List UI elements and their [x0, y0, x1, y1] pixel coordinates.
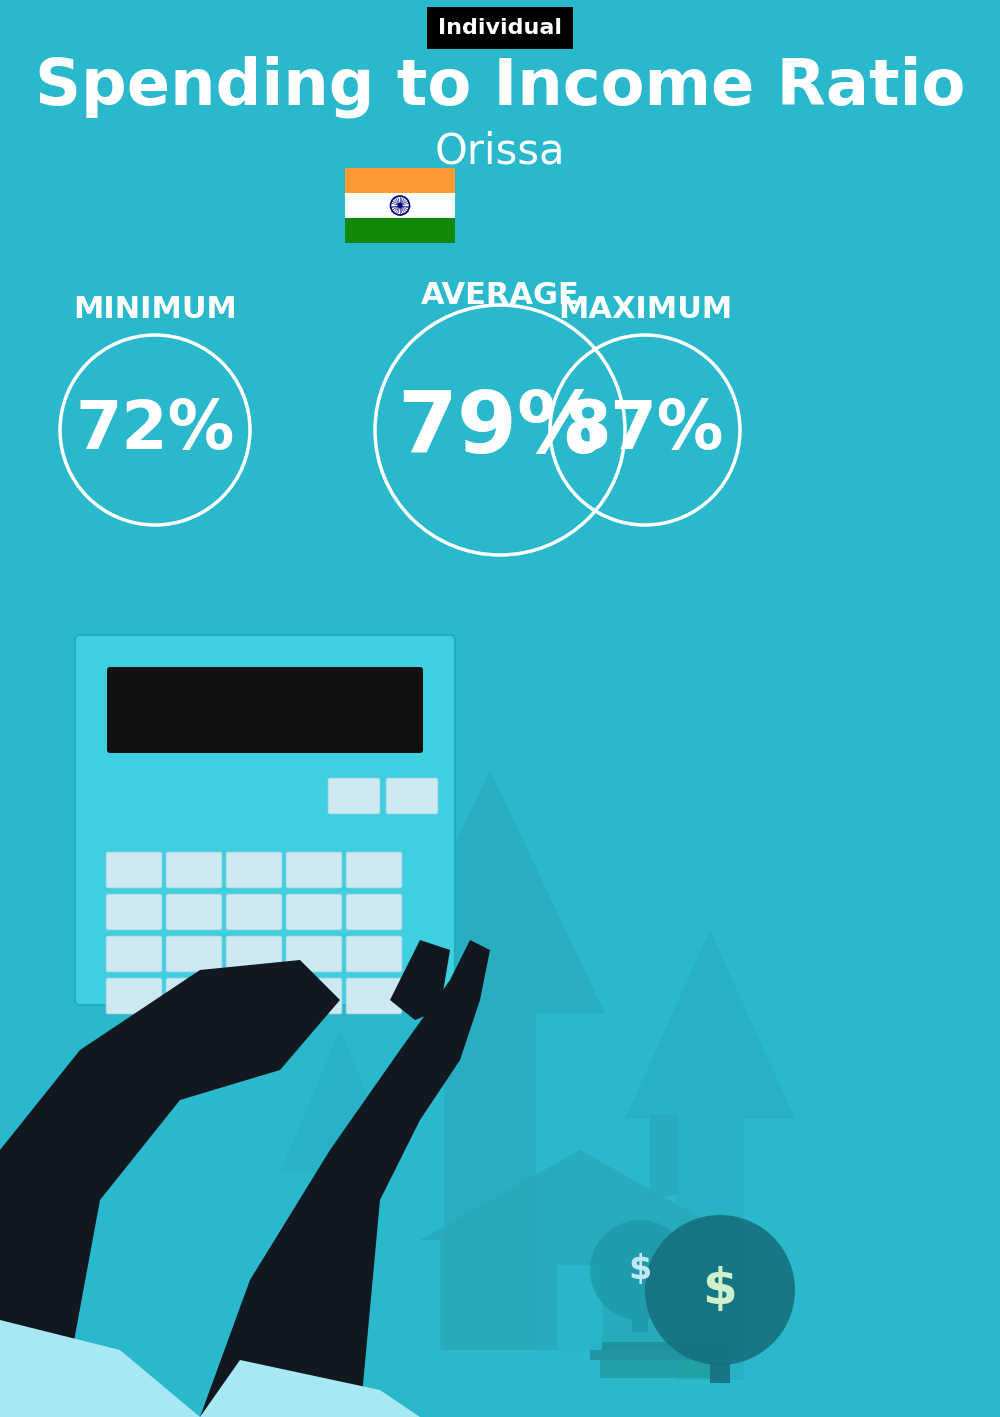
FancyBboxPatch shape [166, 894, 222, 930]
Bar [600, 1360, 720, 1377]
Polygon shape [375, 769, 605, 1350]
FancyBboxPatch shape [226, 978, 282, 1015]
Text: 72%: 72% [75, 397, 235, 463]
Polygon shape [390, 939, 450, 1020]
FancyBboxPatch shape [386, 778, 438, 813]
Polygon shape [200, 939, 490, 1417]
Text: $: $ [628, 1254, 652, 1287]
Text: Spending to Income Ratio: Spending to Income Ratio [35, 55, 965, 118]
Polygon shape [0, 1321, 200, 1417]
FancyBboxPatch shape [328, 778, 380, 813]
FancyBboxPatch shape [286, 852, 342, 888]
Text: Orissa: Orissa [435, 130, 565, 171]
Text: MAXIMUM: MAXIMUM [558, 296, 732, 324]
Text: MINIMUM: MINIMUM [73, 296, 237, 324]
Polygon shape [0, 959, 340, 1417]
FancyBboxPatch shape [226, 937, 282, 972]
FancyBboxPatch shape [346, 894, 402, 930]
Text: $: $ [703, 1265, 737, 1314]
FancyBboxPatch shape [226, 894, 282, 930]
Bar [590, 1342, 730, 1360]
Polygon shape [440, 1240, 720, 1350]
Text: AVERAGE: AVERAGE [421, 281, 579, 309]
FancyBboxPatch shape [166, 852, 222, 888]
FancyBboxPatch shape [106, 978, 162, 1015]
Text: 87%: 87% [565, 397, 725, 463]
Bar [345, 193, 455, 218]
Polygon shape [558, 1265, 602, 1350]
FancyBboxPatch shape [346, 852, 402, 888]
Polygon shape [420, 1151, 740, 1240]
FancyBboxPatch shape [226, 852, 282, 888]
Polygon shape [650, 1115, 678, 1200]
Polygon shape [280, 1030, 400, 1370]
Bar [710, 1363, 730, 1383]
Circle shape [590, 1220, 690, 1321]
FancyBboxPatch shape [346, 978, 402, 1015]
FancyBboxPatch shape [106, 937, 162, 972]
Circle shape [398, 203, 402, 208]
FancyBboxPatch shape [286, 894, 342, 930]
Text: Individual: Individual [438, 18, 562, 38]
Polygon shape [625, 930, 795, 1380]
FancyBboxPatch shape [346, 937, 402, 972]
Polygon shape [200, 1360, 420, 1417]
FancyBboxPatch shape [75, 635, 455, 1005]
FancyBboxPatch shape [106, 852, 162, 888]
FancyBboxPatch shape [166, 978, 222, 1015]
Text: 79%: 79% [397, 388, 603, 472]
Bar [345, 169, 455, 193]
FancyBboxPatch shape [106, 894, 162, 930]
FancyBboxPatch shape [107, 667, 423, 752]
FancyBboxPatch shape [286, 978, 342, 1015]
Bar [632, 1318, 648, 1332]
Circle shape [645, 1214, 795, 1365]
FancyBboxPatch shape [166, 937, 222, 972]
Bar [345, 218, 455, 242]
FancyBboxPatch shape [286, 937, 342, 972]
